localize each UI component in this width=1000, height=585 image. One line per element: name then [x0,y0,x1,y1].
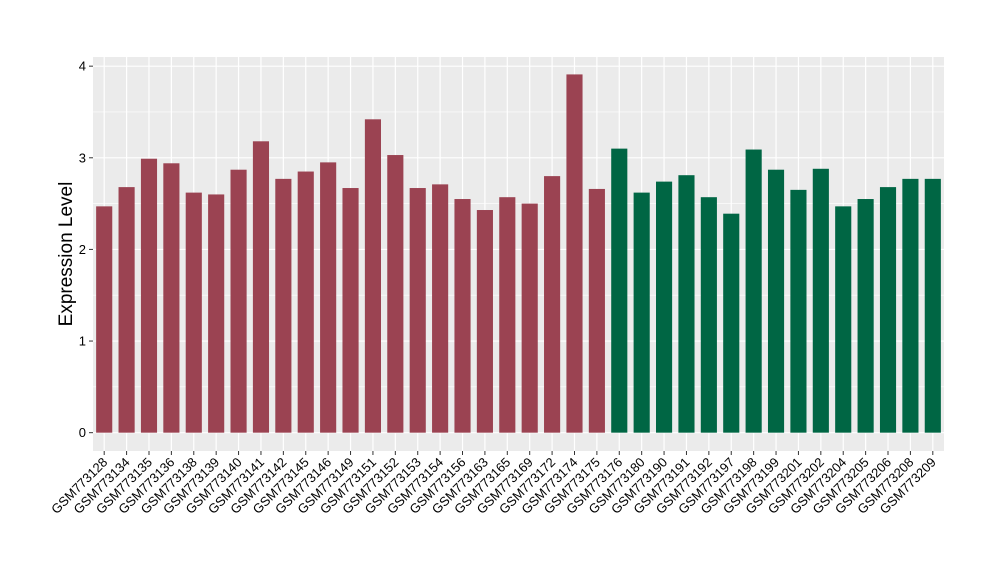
bar-GSM773175 [588,188,605,433]
y-tick-label: 0 [79,425,86,440]
bar-GSM773138 [185,192,202,433]
y-tick-label: 3 [79,150,86,165]
bar-GSM773142 [275,178,292,433]
y-tick-label: 4 [79,59,86,74]
bar-GSM773145 [297,171,314,433]
bar-GSM773198 [745,149,762,433]
bar-GSM773141 [252,141,270,433]
bar-GSM773135 [140,158,158,433]
bar-GSM773202 [812,168,829,433]
bar-GSM773128 [96,206,113,433]
x-axis: GSM773128GSM773134GSM773135GSM773136GSM7… [48,451,939,517]
y-tick-label: 1 [79,334,86,349]
bar-GSM773163 [476,210,493,433]
bar-GSM773140 [230,169,247,433]
bar-GSM773204 [835,206,852,433]
y-axis: 0 1 2 3 4 [79,59,93,440]
bar-GSM773190 [656,181,673,433]
bar-GSM773153 [409,188,426,433]
bar-GSM773174 [566,74,583,433]
bar-GSM773149 [342,188,359,433]
bar-GSM773156 [454,199,471,433]
bar-GSM773151 [364,119,381,433]
y-axis-label: Expression Level [56,182,77,327]
bar-GSM773139 [208,194,225,433]
bar-GSM773154 [432,184,449,433]
bar-GSM773172 [544,176,561,433]
bar-GSM773191 [678,175,695,433]
bar-GSM773192 [700,197,717,433]
bar-GSM773205 [857,199,874,433]
bar-GSM773176 [611,148,628,433]
bar-GSM773208 [902,178,919,433]
bar-GSM773146 [320,162,337,433]
bar-GSM773134 [118,187,135,433]
bar-GSM773180 [633,192,650,433]
bar-GSM773209 [924,178,941,433]
bar-GSM773136 [163,163,180,433]
y-tick-label: 2 [79,242,86,257]
bar-layer [96,74,941,433]
bar-GSM773152 [387,155,404,433]
bar-GSM773206 [879,187,897,433]
bar-GSM773169 [521,203,538,433]
bar-GSM773199 [767,169,785,433]
bar-GSM773197 [723,213,740,433]
bar-GSM773201 [790,189,807,433]
bar-GSM773165 [499,197,516,433]
